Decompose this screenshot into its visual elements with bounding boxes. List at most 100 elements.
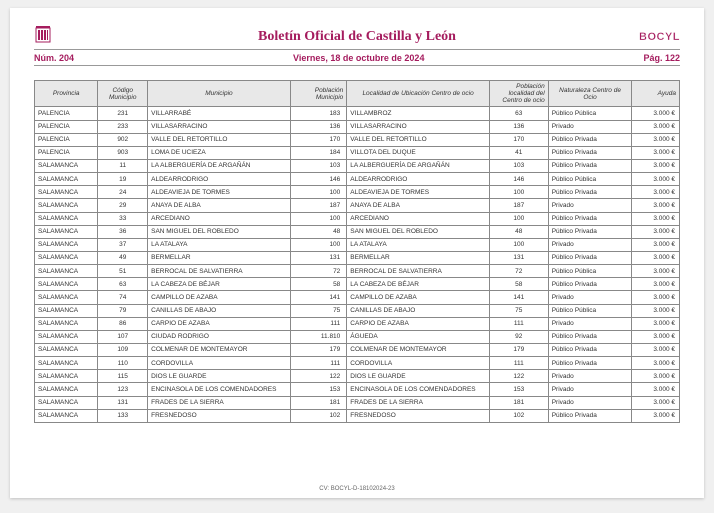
table-header-row: Provincia Código Municipio Municipio Pob… bbox=[35, 81, 680, 107]
cell: 3.000 € bbox=[632, 343, 680, 356]
cell: Público Privada bbox=[548, 330, 632, 343]
cell: 72 bbox=[489, 265, 548, 278]
cell: PALENCIA bbox=[35, 107, 98, 120]
cell: COLMENAR DE MONTEMAYOR bbox=[347, 343, 490, 356]
cell: 63 bbox=[98, 278, 148, 291]
cell: ALDEARRODRIGO bbox=[148, 173, 291, 186]
cell: Público Privada bbox=[548, 159, 632, 172]
cell: 74 bbox=[98, 291, 148, 304]
cell: VILLASARRACINO bbox=[347, 120, 490, 133]
issue-number: Núm. 204 bbox=[34, 53, 74, 63]
cell: 3.000 € bbox=[632, 370, 680, 383]
cell: 100 bbox=[489, 212, 548, 225]
table-row: SALAMANCA19ALDEARRODRIGO146ALDEARRODRIGO… bbox=[35, 173, 680, 186]
cell: 111 bbox=[489, 357, 548, 370]
cell: VILLAMBROZ bbox=[347, 107, 490, 120]
cell: FRESNEDOSO bbox=[347, 409, 490, 422]
cell: 11 bbox=[98, 159, 148, 172]
cell: SAN MIGUEL DEL ROBLEDO bbox=[148, 225, 291, 238]
table-row: SALAMANCA109COLMENAR DE MONTEMAYOR179COL… bbox=[35, 343, 680, 356]
table-row: SALAMANCA36SAN MIGUEL DEL ROBLEDO48SAN M… bbox=[35, 225, 680, 238]
cell: 48 bbox=[290, 225, 347, 238]
cell: ALDEAVIEJA DE TORMES bbox=[347, 186, 490, 199]
cell: 3.000 € bbox=[632, 212, 680, 225]
cell: 184 bbox=[290, 146, 347, 159]
cell: VILLARRABÉ bbox=[148, 107, 291, 120]
cell: LA CABEZA DE BÉJAR bbox=[347, 278, 490, 291]
cell: CORDOVILLA bbox=[347, 357, 490, 370]
cell: Privado bbox=[548, 383, 632, 396]
header: Boletín Oficial de Castilla y León BOCYL bbox=[34, 26, 680, 50]
cell: ENCINASOLA DE LOS COMENDADORES bbox=[148, 383, 291, 396]
cell: 141 bbox=[290, 291, 347, 304]
cell: 179 bbox=[290, 343, 347, 356]
col-provincia: Provincia bbox=[35, 81, 98, 107]
cell: SALAMANCA bbox=[35, 304, 98, 317]
cell: Público Privada bbox=[548, 278, 632, 291]
cell: 102 bbox=[290, 409, 347, 422]
cell: 3.000 € bbox=[632, 146, 680, 159]
cell: 136 bbox=[489, 120, 548, 133]
cell: 146 bbox=[290, 173, 347, 186]
cell: ANAYA DE ALBA bbox=[347, 199, 490, 212]
col-codigo-municipio: Código Municipio bbox=[98, 81, 148, 107]
cell: 3.000 € bbox=[632, 383, 680, 396]
cell: Privado bbox=[548, 370, 632, 383]
cell: SALAMANCA bbox=[35, 199, 98, 212]
cell: 24 bbox=[98, 186, 148, 199]
cell: 100 bbox=[489, 238, 548, 251]
cell: SALAMANCA bbox=[35, 317, 98, 330]
cell: 111 bbox=[489, 317, 548, 330]
cell: 133 bbox=[98, 409, 148, 422]
grants-table: Provincia Código Municipio Municipio Pob… bbox=[34, 80, 680, 423]
cell: 100 bbox=[290, 186, 347, 199]
cell: 122 bbox=[290, 370, 347, 383]
col-poblacion-municipio: Población Municipio bbox=[290, 81, 347, 107]
cell: SALAMANCA bbox=[35, 225, 98, 238]
cell: 115 bbox=[98, 370, 148, 383]
cell: ALDEAVIEJA DE TORMES bbox=[148, 186, 291, 199]
cell: 86 bbox=[98, 317, 148, 330]
cell: Privado bbox=[548, 291, 632, 304]
page: Boletín Oficial de Castilla y León BOCYL… bbox=[10, 8, 704, 498]
cell: 187 bbox=[290, 199, 347, 212]
cell: FRADES DE LA SIERRA bbox=[347, 396, 490, 409]
table-row: SALAMANCA11LA ALBERGUERÍA DE ARGAÑÁN103L… bbox=[35, 159, 680, 172]
cell: 3.000 € bbox=[632, 159, 680, 172]
cell: 3.000 € bbox=[632, 199, 680, 212]
cell: PALENCIA bbox=[35, 133, 98, 146]
cell: 103 bbox=[290, 159, 347, 172]
cell: BERMELLAR bbox=[148, 251, 291, 264]
table-row: SALAMANCA74CAMPILLO DE AZABA141CAMPILLO … bbox=[35, 291, 680, 304]
table-row: SALAMANCA110CORDOVILLA111CORDOVILLA111Pú… bbox=[35, 357, 680, 370]
cell: 181 bbox=[290, 396, 347, 409]
table-row: SALAMANCA37LA ATALAYA100LA ATALAYA100Pri… bbox=[35, 238, 680, 251]
cell: Público Privada bbox=[548, 409, 632, 422]
cell: 19 bbox=[98, 173, 148, 186]
cell: 11.810 bbox=[290, 330, 347, 343]
cell: CIUDAD RODRIGO bbox=[148, 330, 291, 343]
cell: SALAMANCA bbox=[35, 265, 98, 278]
cell: 33 bbox=[98, 212, 148, 225]
cell: 37 bbox=[98, 238, 148, 251]
cell: 3.000 € bbox=[632, 330, 680, 343]
cell: Público Privada bbox=[548, 343, 632, 356]
table-body: PALENCIA231VILLARRABÉ183VILLAMBROZ63Públ… bbox=[35, 107, 680, 422]
cell: 187 bbox=[489, 199, 548, 212]
cell: CANILLAS DE ABAJO bbox=[148, 304, 291, 317]
cell: 146 bbox=[489, 173, 548, 186]
cell: 100 bbox=[489, 186, 548, 199]
cell: 107 bbox=[98, 330, 148, 343]
cell: Público Pública bbox=[548, 107, 632, 120]
cell: SALAMANCA bbox=[35, 278, 98, 291]
cell: 103 bbox=[489, 159, 548, 172]
cell: SALAMANCA bbox=[35, 186, 98, 199]
cell: SALAMANCA bbox=[35, 173, 98, 186]
cell: SALAMANCA bbox=[35, 383, 98, 396]
cell: 141 bbox=[489, 291, 548, 304]
cell: COLMENAR DE MONTEMAYOR bbox=[148, 343, 291, 356]
cell: Privado bbox=[548, 199, 632, 212]
cell: 170 bbox=[489, 133, 548, 146]
cell: Privado bbox=[548, 238, 632, 251]
table-row: PALENCIA902VALLE DEL RETORTILLO170VALLE … bbox=[35, 133, 680, 146]
